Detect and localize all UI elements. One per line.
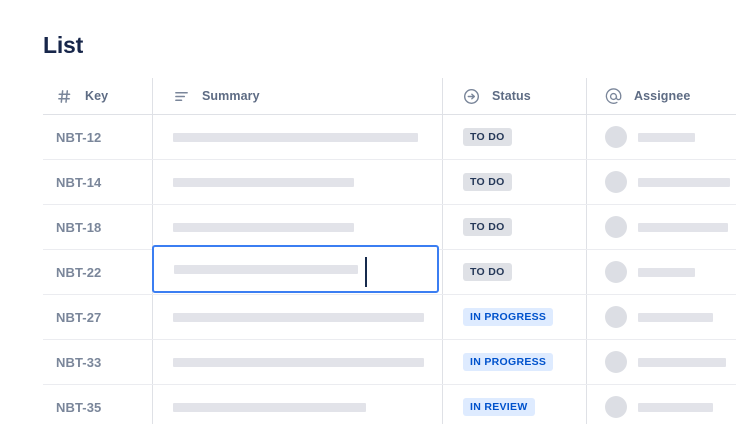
column-header-assignee[interactable]: Assignee [586,78,736,114]
cell-status[interactable]: IN REVIEW [442,385,586,424]
cell-summary[interactable] [152,115,442,159]
issue-key-link[interactable]: NBT-14 [56,174,102,190]
table-row[interactable]: NBT-12 TO DO [43,115,736,160]
summary-edit-cell[interactable] [152,245,439,293]
summary-skeleton-bar [173,222,354,232]
status-badge[interactable]: TO DO [463,128,512,146]
column-header-key[interactable]: Key [43,78,152,114]
text-lines-icon [173,88,190,105]
table-row[interactable]: NBT-18 TO DO [43,205,736,250]
avatar [605,216,627,238]
assignee-skeleton-bar [638,357,726,367]
cell-status[interactable]: TO DO [442,115,586,159]
at-sign-icon [605,87,622,105]
text-cursor [365,257,367,287]
summary-skeleton-bar [173,132,418,142]
avatar [605,261,627,283]
cell-summary[interactable] [152,340,442,384]
cell-assignee[interactable] [586,250,736,294]
summary-skeleton-bar [173,177,354,187]
table-header-row: Key Summary [43,78,736,115]
cell-assignee[interactable] [586,340,736,384]
cell-assignee[interactable] [586,205,736,249]
cell-summary[interactable] [152,160,442,204]
cell-summary[interactable] [152,295,442,339]
summary-skeleton-bar [174,264,358,274]
assignee-skeleton-bar [638,267,695,277]
cell-key[interactable]: NBT-14 [43,160,152,204]
hash-icon [56,88,73,105]
assignee-skeleton-bar [638,177,730,187]
cell-key[interactable]: NBT-27 [43,295,152,339]
cell-key[interactable]: NBT-35 [43,385,152,424]
summary-skeleton-bar [173,357,424,367]
cell-key[interactable]: NBT-18 [43,205,152,249]
assignee-skeleton-bar [638,132,695,142]
issue-key-link[interactable]: NBT-35 [56,399,102,415]
table-row[interactable]: NBT-27 IN PROGRESS [43,295,736,340]
issue-key-link[interactable]: NBT-22 [56,264,102,280]
cell-status[interactable]: TO DO [442,205,586,249]
assignee-skeleton-bar [638,402,713,412]
table-row[interactable]: NBT-35 IN REVIEW [43,385,736,424]
cell-status[interactable]: TO DO [442,160,586,204]
cell-summary[interactable] [152,205,442,249]
cell-assignee[interactable] [586,160,736,204]
cell-key[interactable]: NBT-33 [43,340,152,384]
status-badge[interactable]: TO DO [463,173,512,191]
issues-table: Key Summary [43,78,736,424]
issue-key-link[interactable]: NBT-27 [56,309,102,325]
avatar [605,306,627,328]
table-row[interactable]: NBT-33 IN PROGRESS [43,340,736,385]
column-header-summary[interactable]: Summary [152,78,442,114]
issue-key-link[interactable]: NBT-12 [56,129,102,145]
column-header-key-label: Key [85,89,109,103]
cell-key[interactable]: NBT-22 [43,250,152,294]
summary-skeleton-bar [173,402,366,412]
summary-skeleton-bar [173,312,424,322]
cell-assignee[interactable] [586,115,736,159]
cell-assignee[interactable] [586,385,736,424]
avatar [605,126,627,148]
issue-key-link[interactable]: NBT-18 [56,219,102,235]
status-badge[interactable]: TO DO [463,263,512,281]
avatar [605,351,627,373]
column-header-status-label: Status [492,89,531,103]
status-badge[interactable]: IN PROGRESS [463,308,554,326]
cell-key[interactable]: NBT-12 [43,115,152,159]
cell-assignee[interactable] [586,295,736,339]
page-title: List [43,32,84,58]
cell-status[interactable]: TO DO [442,250,586,294]
table-row[interactable]: NBT-14 TO DO [43,160,736,205]
status-badge[interactable]: IN PROGRESS [463,353,554,371]
cell-status[interactable]: IN PROGRESS [442,340,586,384]
avatar [605,396,627,418]
cell-status[interactable]: IN PROGRESS [442,295,586,339]
column-header-status[interactable]: Status [442,78,586,114]
column-header-assignee-label: Assignee [634,89,691,103]
assignee-skeleton-bar [638,312,713,322]
table-body: NBT-12 TO DO NBT-14 TO DO NBT-18 TO DO NBT-22 T… [43,115,736,424]
assignee-skeleton-bar [638,222,728,232]
arrow-circle-icon [463,88,480,105]
status-badge[interactable]: IN REVIEW [463,398,535,416]
issue-key-link[interactable]: NBT-33 [56,354,102,370]
avatar [605,171,627,193]
cell-summary[interactable] [152,385,442,424]
column-header-summary-label: Summary [202,89,260,103]
status-badge[interactable]: TO DO [463,218,512,236]
